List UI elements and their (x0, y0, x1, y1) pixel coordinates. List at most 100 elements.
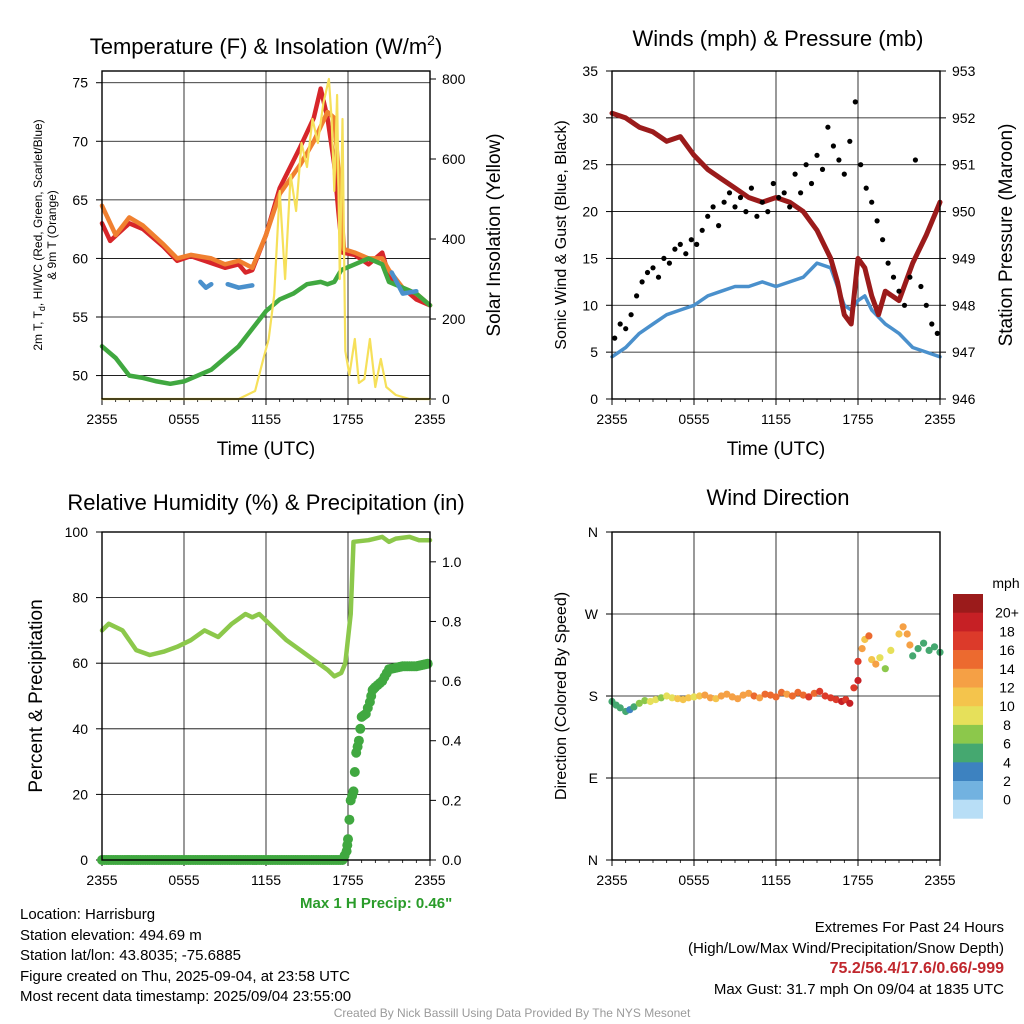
gust-point (628, 312, 634, 318)
elevation-text: Station elevation: 494.69 m (20, 926, 202, 944)
y2-axis-label: Solar Insolation (Yellow) (484, 133, 505, 336)
x-tick-label: 2355 (86, 411, 117, 427)
recent-data-text: Most recent data timestamp: 2025/09/04 2… (20, 988, 352, 1005)
direction-point (756, 694, 764, 702)
extremes-subtitle: (High/Low/Max Wind/Precipitation/Snow De… (688, 939, 1004, 957)
y2-tick-label: 200 (442, 311, 466, 327)
x-axis-label: Time (UTC) (727, 439, 826, 460)
created-text: Figure created on Thu, 2025-09-04, at 23… (20, 967, 350, 985)
x-tick-label: 1155 (251, 411, 281, 427)
y2-tick-label: 953 (952, 63, 976, 79)
gust-point (885, 260, 891, 266)
gust-point (830, 143, 837, 149)
direction-point (616, 704, 624, 712)
gust-point (612, 335, 618, 341)
legend-label: 10 (999, 698, 1015, 714)
extremes-values: 75.2/56.4/17.6/0.66/-999 (829, 960, 1004, 977)
x-tick-label: 1155 (761, 872, 791, 888)
gust-point (825, 124, 831, 130)
gust-point (787, 204, 793, 210)
precip-point (355, 723, 366, 734)
direction-point (846, 699, 854, 707)
gust-point (743, 209, 749, 215)
direction-point (821, 692, 829, 700)
x-tick-label: 1755 (332, 872, 363, 888)
x-tick-label: 1155 (761, 411, 791, 427)
direction-point (909, 652, 917, 660)
direction-point (899, 623, 907, 631)
plot-border (611, 531, 941, 861)
direction-point (881, 665, 889, 673)
gust-point (666, 260, 673, 266)
gust-point (737, 194, 744, 201)
y2-tick-label: 1.0 (442, 554, 462, 570)
y-tick-label: 35 (582, 63, 598, 79)
gust-point (880, 237, 886, 243)
y2-axis-label: Station Pressure (Maroon) (996, 124, 1017, 347)
y2-tick-label: 949 (952, 250, 976, 266)
y2-tick-label: 947 (952, 344, 976, 360)
gust-point (617, 321, 623, 327)
gust-point (890, 274, 897, 280)
legend-swatch (953, 724, 983, 744)
legend-label: 16 (999, 642, 1015, 658)
direction-point (734, 695, 742, 703)
gust-point (814, 152, 820, 158)
precip-point (422, 658, 433, 669)
direction-point (858, 645, 866, 653)
max-gust-text: Max Gust: 31.7 mph On 09/04 at 1835 UTC (713, 980, 1004, 998)
y-tick-label: 25 (582, 157, 598, 173)
x-tick-label: 0555 (678, 872, 709, 888)
legend-swatch (953, 706, 983, 726)
direction-point (717, 692, 725, 700)
gust-point (918, 283, 924, 290)
gust-point (847, 138, 853, 144)
y-tick-label: S (589, 688, 598, 704)
temperature-insolation-panel: 2355 0555 1155 1755 2355 Temperature (F) & In… (31, 32, 505, 460)
x-tick-label: 0555 (678, 411, 709, 427)
direction-point (887, 646, 895, 655)
x-tick-label: 1755 (842, 411, 873, 427)
direction-point (850, 684, 858, 692)
station-info: Location: Harrisburg Station elevation: … (20, 905, 351, 1008)
location-text: Location: Harrisburg (20, 906, 156, 923)
plot-border (101, 531, 431, 861)
y2-tick-label: 0.6 (442, 673, 462, 689)
y-tick-label: 80 (72, 590, 88, 606)
gust-point (863, 185, 869, 191)
direction-point (772, 693, 780, 701)
gust-point (803, 162, 809, 168)
y-tick-label: 15 (582, 250, 598, 266)
legend-title: mph (992, 575, 1019, 591)
x-tick-label: 2355 (924, 411, 955, 427)
legend-swatch (953, 799, 983, 819)
y-tick-label: 75 (72, 75, 88, 91)
y-tick-label: 20 (72, 786, 88, 802)
max-hourly-precip: Max 1 H Precip: 0.46" (300, 895, 453, 912)
direction-point (695, 692, 704, 700)
y2-tick-label: 600 (442, 151, 466, 167)
y2-tick-label: 946 (952, 391, 976, 407)
direction-point (766, 691, 775, 699)
y-tick-label: 40 (72, 721, 88, 737)
x-tick-label: 2355 (596, 872, 627, 888)
gust-point (869, 199, 875, 205)
title-close: ) (435, 34, 442, 59)
y-axis-label: Direction (Colored By Speed) (553, 592, 570, 800)
gust-point (644, 269, 651, 276)
direction-point (657, 694, 665, 702)
plot-border (611, 70, 941, 400)
chart-title: Relative Humidity (%) & Precipitation (i… (67, 490, 464, 515)
legend-label: 4 (1003, 754, 1011, 770)
direction-point (706, 694, 715, 702)
gust-point (732, 204, 738, 210)
y2-tick-label: 0.0 (442, 852, 462, 868)
gust-point (759, 199, 765, 205)
extremes-info: Extremes For Past 24 Hours (High/Low/Max… (688, 918, 1004, 1000)
gust-point (798, 190, 804, 196)
gust-point (770, 180, 776, 187)
y-axis-label-line2: & 9m T (Orange) (45, 190, 59, 280)
gust-point (721, 199, 727, 205)
gust-point (819, 166, 826, 172)
